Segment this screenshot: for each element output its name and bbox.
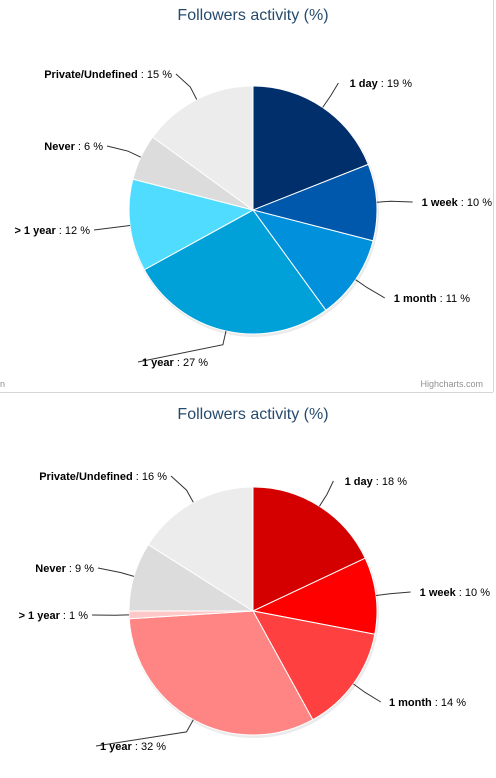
connector-1-month <box>355 279 386 299</box>
credits-link[interactable]: Highcharts.com <box>420 379 483 389</box>
data-label-1-year: > 1 year : 1 % <box>19 610 89 622</box>
connector-never <box>106 145 142 158</box>
pie-chart-2: Followers activity (%) 1 day : 18 % 1 week… <box>19 406 491 753</box>
connector-private-undefined <box>170 475 194 503</box>
pie-slice-private-undefined[interactable] <box>147 486 254 612</box>
connector-never <box>97 567 135 577</box>
data-label-private-undefined: Private/Undefined : 15 % <box>44 69 172 81</box>
data-label-1-month: 1 month : 11 % <box>394 293 470 305</box>
pie-slice-1-week[interactable] <box>252 163 378 242</box>
pie-slice-private-undefined[interactable] <box>152 85 254 211</box>
pie-slice-1-week[interactable] <box>252 557 378 635</box>
pie-slice-1-year[interactable] <box>143 209 327 335</box>
data-label-1-year: 1 year : 27 % <box>142 357 208 369</box>
data-label-1-month: 1 month : 14 % <box>389 697 466 709</box>
connector-1-year <box>93 225 131 231</box>
connector-1-day <box>322 82 339 108</box>
connector-1-month <box>353 683 382 703</box>
pie-slice-1-month[interactable] <box>252 209 374 311</box>
pie-slice-1-day[interactable] <box>252 85 369 211</box>
connector-1-week <box>376 200 413 203</box>
data-label-never: Never : 9 % <box>35 563 94 575</box>
pie-chart-1: Followers activity (%) 1 day : 19 % 1 week… <box>14 7 493 369</box>
connector-1-year <box>137 330 227 363</box>
chart-title: Followers activity (%) <box>177 7 328 24</box>
data-label-never: Never : 6 % <box>44 141 103 153</box>
data-label-private-undefined: Private/Undefined : 16 % <box>39 471 167 483</box>
data-label-1-week: 1 week : 10 % <box>420 587 491 599</box>
connector-private-undefined <box>175 73 198 100</box>
connector-1-year <box>95 719 194 747</box>
data-label-1-year: 1 year : 32 % <box>100 741 166 753</box>
chart-title: Followers activity (%) <box>177 406 328 423</box>
divider-vertical <box>493 0 494 392</box>
pie-slice-1-year[interactable] <box>128 178 254 271</box>
connector-1-day <box>318 480 334 507</box>
data-label-1-day: 1 day : 18 % <box>345 476 408 488</box>
data-label-1-year: > 1 year : 12 % <box>14 225 90 237</box>
connector-1-week <box>375 591 411 596</box>
cropped-text-fragment: n <box>0 379 6 389</box>
data-label-1-week: 1 week : 10 % <box>422 197 493 209</box>
divider-horizontal <box>0 392 493 393</box>
pie-slice-1-year[interactable] <box>128 610 314 736</box>
data-label-1-day: 1 day : 19 % <box>350 78 413 90</box>
